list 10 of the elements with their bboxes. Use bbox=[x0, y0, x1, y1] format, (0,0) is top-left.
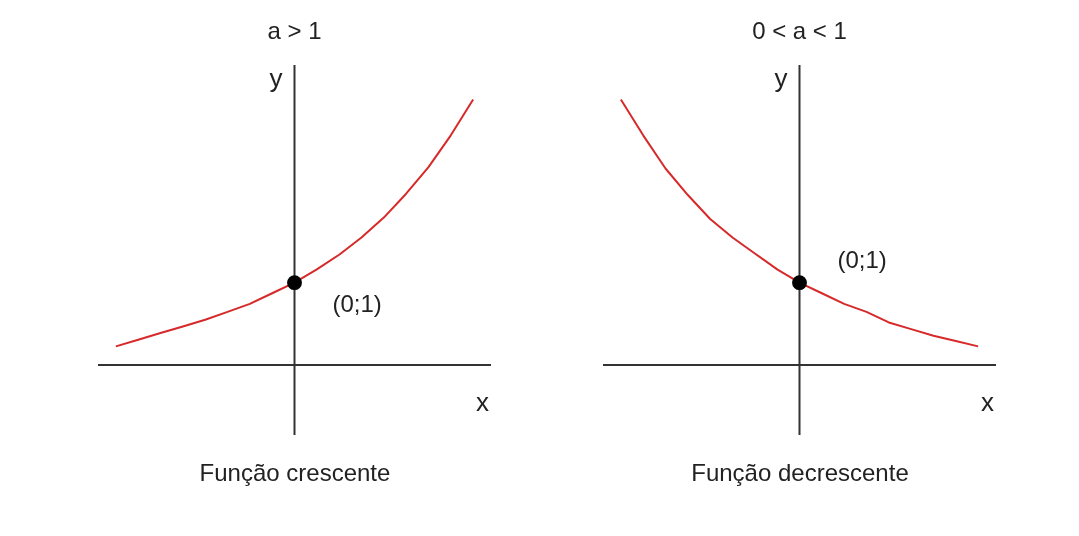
x-axis-title: x bbox=[476, 386, 489, 417]
text: Função crescente bbox=[199, 458, 391, 486]
text: Função decrescente bbox=[691, 458, 909, 486]
annotation: (0;1) bbox=[837, 245, 887, 273]
chart-title: a > 1 bbox=[267, 17, 322, 44]
y-axis-title: y bbox=[774, 63, 788, 93]
x-axis-title: x bbox=[981, 386, 994, 417]
annotation: (0;1) bbox=[332, 289, 382, 317]
y-axis-title: y bbox=[269, 63, 283, 93]
chart-title: 0 < a < 1 bbox=[752, 17, 847, 44]
